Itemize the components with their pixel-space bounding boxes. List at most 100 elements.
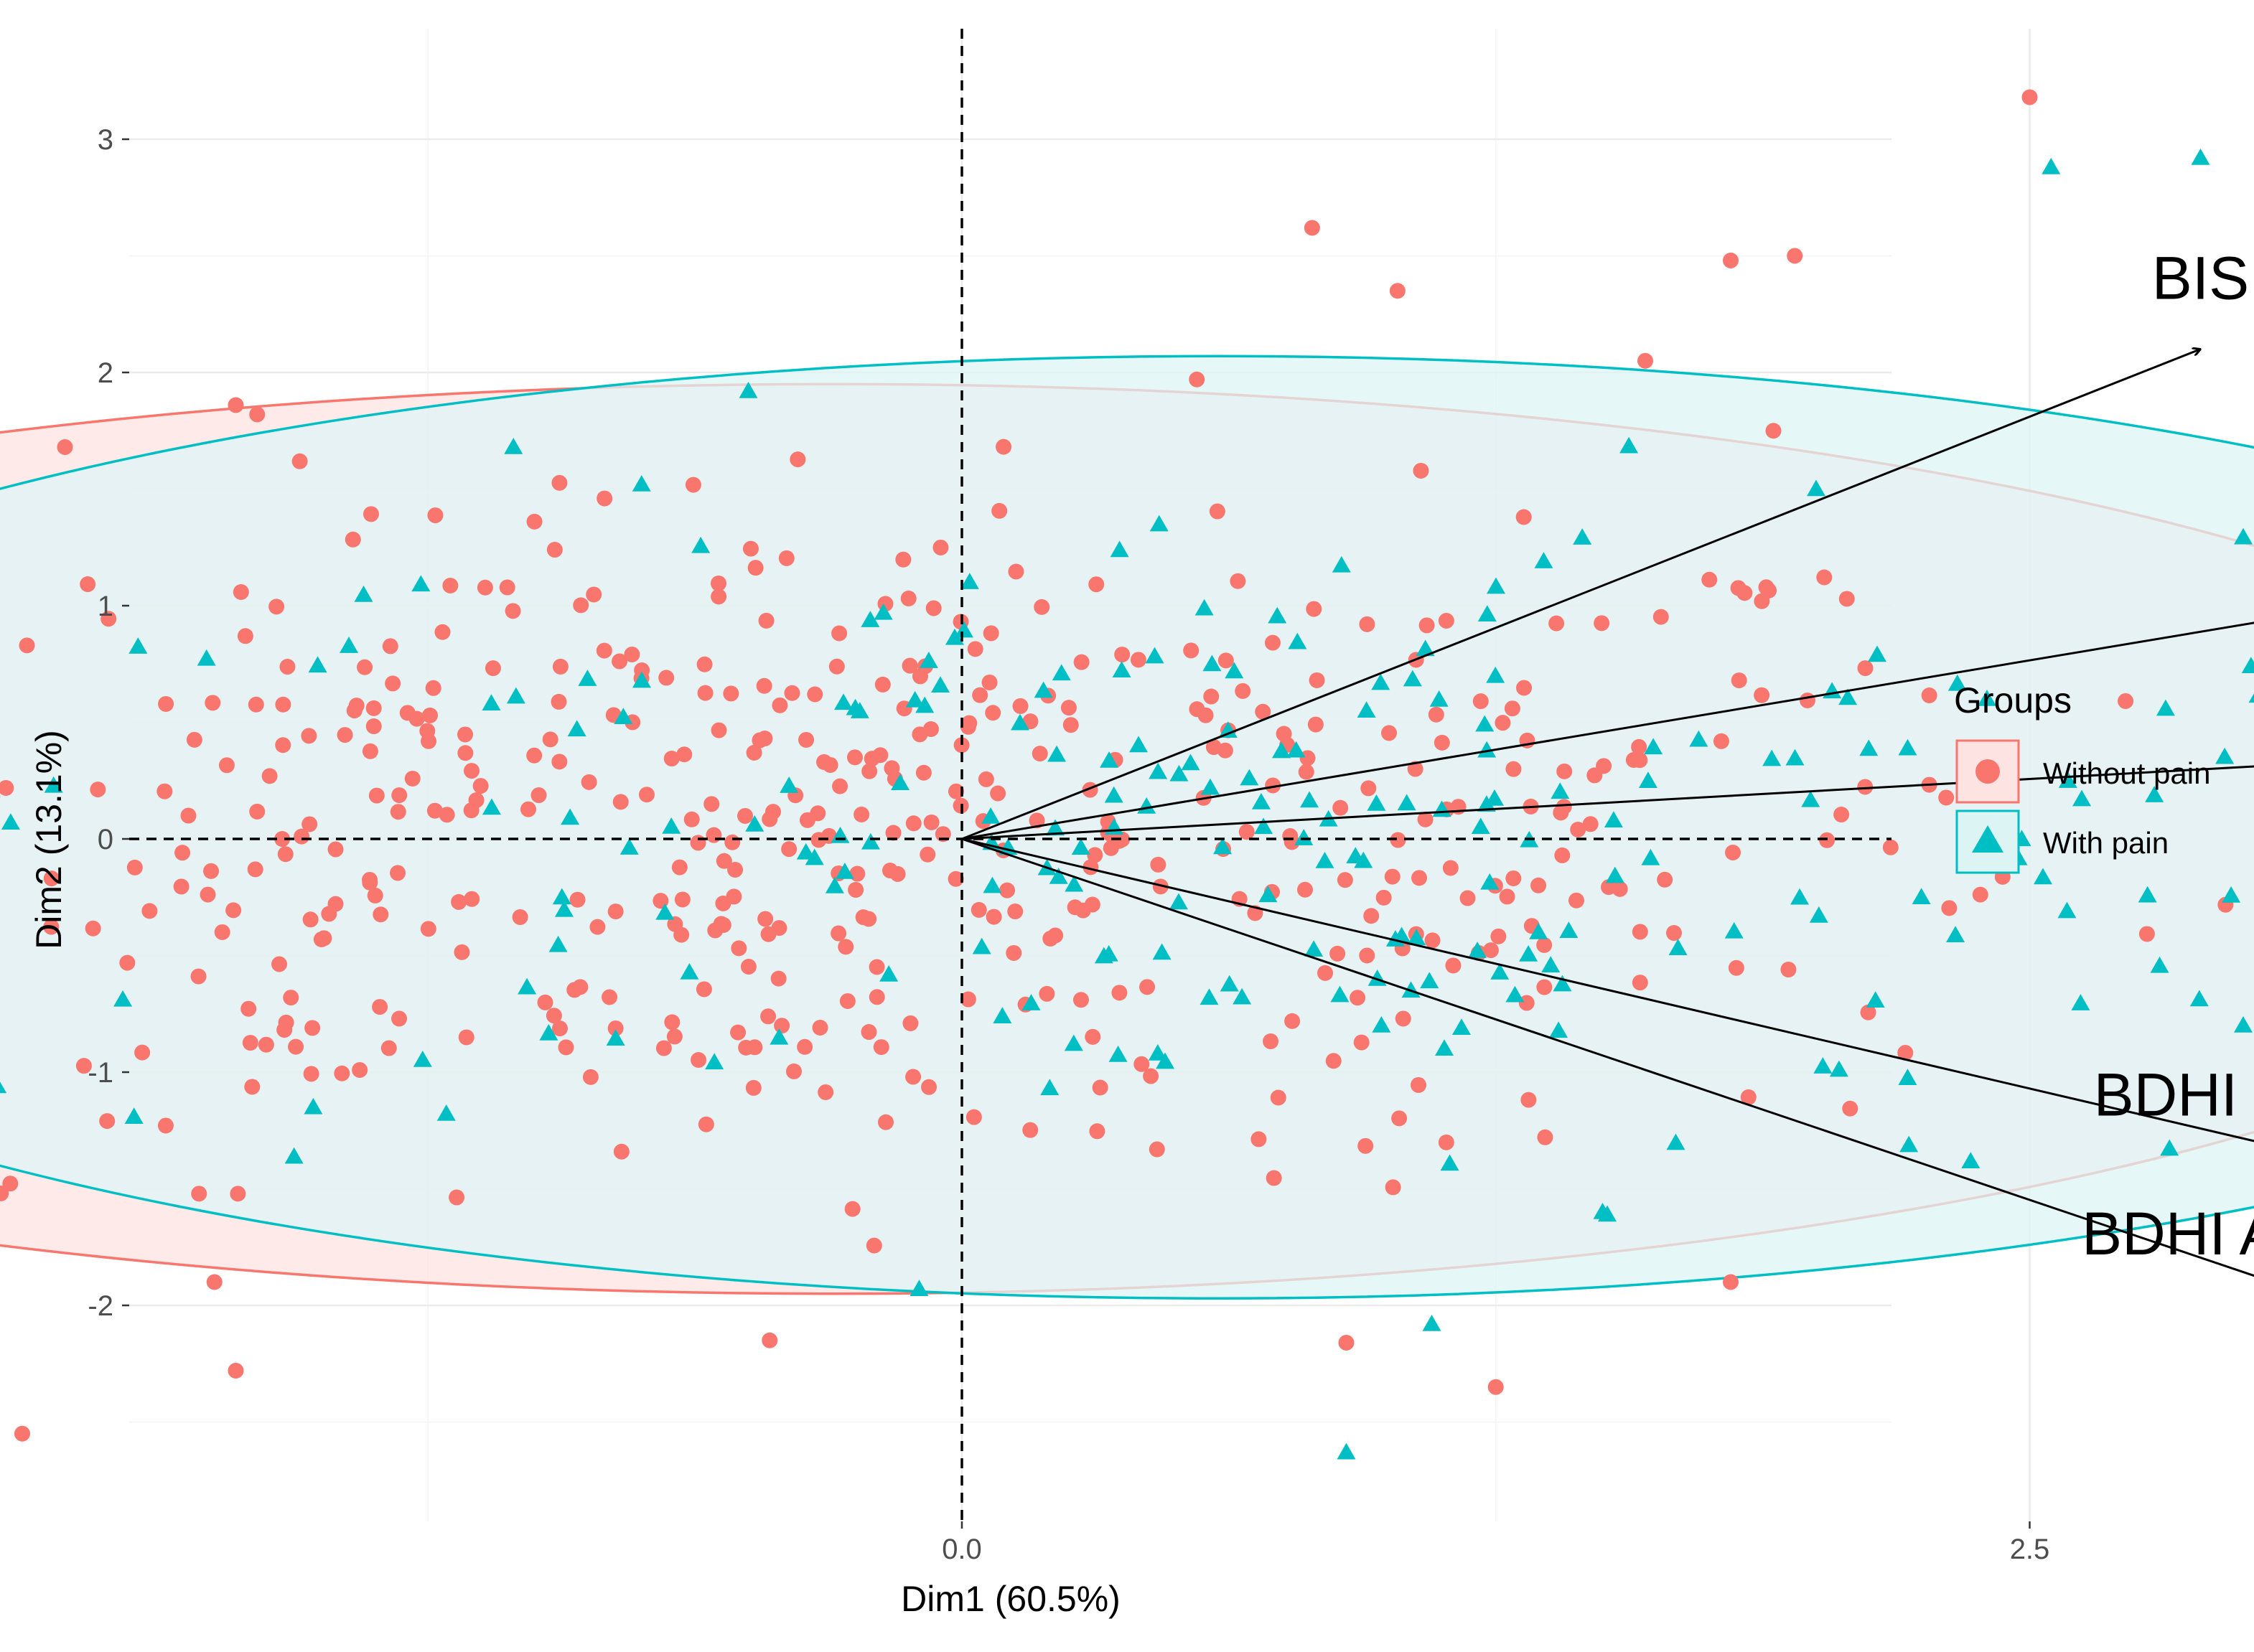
point-without-pain [1088, 576, 1105, 593]
point-with-pain [1490, 963, 1510, 980]
point-without-pain [442, 577, 459, 593]
point-without-pain [1731, 672, 1747, 689]
point-without-pain [691, 1052, 707, 1069]
point-with-pain [552, 888, 571, 905]
point-without-pain [1499, 888, 1515, 905]
point-without-pain [1941, 900, 1958, 916]
point-without-pain [14, 1425, 30, 1442]
point-with-pain [1045, 819, 1065, 836]
point-with-pain [1519, 945, 1538, 962]
point-without-pain [477, 579, 493, 596]
point-without-pain [921, 1079, 937, 1095]
point-without-pain [1082, 859, 1099, 876]
point-without-pain [683, 811, 700, 827]
point-with-pain [805, 848, 824, 865]
point-with-pain [1149, 515, 1169, 532]
point-with-pain [2241, 657, 2254, 673]
point-with-pain [1485, 789, 1505, 806]
point-without-pain [180, 807, 197, 824]
point-without-pain [380, 1040, 397, 1056]
point-without-pain [203, 863, 220, 879]
point-with-pain [1477, 741, 1497, 758]
point-without-pain [742, 540, 759, 557]
point-without-pain [1087, 847, 1103, 863]
point-without-pain [589, 919, 606, 935]
point-without-pain [671, 859, 688, 876]
point-with-pain [1809, 906, 1828, 923]
point-with-pain [1961, 1152, 1981, 1168]
point-without-pain [1842, 1100, 1858, 1117]
point-with-pain [825, 877, 844, 893]
point-with-pain [2189, 990, 2209, 1007]
point-with-pain [304, 1097, 323, 1114]
arrow-bdhi-expressive [961, 837, 2254, 1142]
point-without-pain [404, 770, 421, 787]
point-with-pain [1899, 1135, 1919, 1153]
point-with-pain [931, 676, 950, 693]
point-with-pain [2145, 786, 2164, 802]
y-tick-label: 2 [98, 357, 113, 389]
point-without-pain [1553, 804, 1569, 821]
legend-label-without-pain: Without pain [2043, 756, 2210, 790]
point-without-pain [1740, 1089, 1757, 1105]
point-without-pain [1472, 693, 1489, 710]
point-with-pain [1065, 875, 1084, 892]
legend: Groups Without pain With pain [1954, 680, 2210, 874]
point-without-pain [271, 956, 288, 972]
point-without-pain [551, 754, 568, 770]
point-with-pain [1112, 661, 1131, 677]
point-without-pain [391, 787, 408, 804]
point-without-pain [1418, 617, 1435, 634]
point-without-pain [249, 803, 266, 820]
point-without-pain [1022, 1122, 1039, 1138]
x-tick-label: 0.0 [942, 1534, 982, 1565]
point-without-pain [1897, 1044, 1914, 1061]
point-with-pain [1194, 599, 1214, 616]
point-without-pain [1089, 1123, 1105, 1140]
point-with-pain [436, 1104, 456, 1121]
point-without-pain [607, 904, 624, 920]
point-without-pain [586, 586, 602, 603]
point-without-pain [214, 924, 230, 940]
point-without-pain [1799, 692, 1815, 708]
point-with-pain [539, 1023, 558, 1041]
point-with-pain [354, 585, 373, 602]
point-with-pain [1294, 829, 1314, 845]
point-with-pain [2138, 886, 2157, 903]
point-with-pain [1946, 926, 1965, 942]
point-without-pain [953, 737, 970, 754]
point-without-pain [552, 658, 569, 675]
point-without-pain [1304, 220, 1320, 236]
point-without-pain [847, 749, 864, 766]
point-without-pain [1596, 758, 1612, 774]
point-without-pain [971, 901, 987, 918]
point-without-pain [624, 646, 640, 662]
point-with-pain [1486, 666, 1505, 683]
point-without-pain [674, 891, 691, 908]
point-without-pain [781, 841, 798, 858]
point-without-pain [1073, 654, 1090, 670]
point-without-pain [613, 1143, 630, 1160]
point-without-pain [1728, 959, 1744, 976]
point-with-pain [905, 690, 925, 708]
point-with-pain [1064, 1034, 1083, 1051]
point-with-pain [482, 798, 501, 815]
point-without-pain [1114, 647, 1131, 663]
point-without-pain [268, 599, 285, 615]
point-with-pain [1807, 479, 1825, 497]
point-with-pain [705, 1053, 724, 1070]
point-without-pain [439, 807, 455, 823]
point-without-pain [75, 1058, 92, 1074]
point-with-pain [1668, 939, 1688, 956]
point-without-pain [1250, 1131, 1267, 1148]
point-with-pain [1271, 741, 1291, 759]
point-without-pain [895, 551, 912, 568]
point-with-pain [1573, 528, 1592, 545]
point-without-pain [1632, 924, 1648, 940]
point-without-pain [1133, 1056, 1150, 1072]
point-without-pain [186, 731, 202, 748]
point-without-pain [1007, 904, 1024, 920]
point-without-pain [454, 944, 470, 960]
point-without-pain [922, 721, 939, 738]
